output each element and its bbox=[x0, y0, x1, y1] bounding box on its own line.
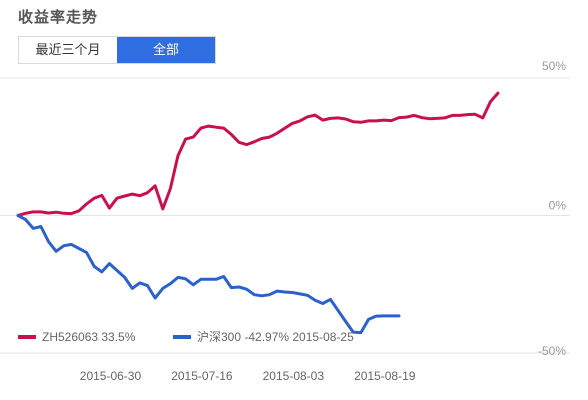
y-tick-label: -50% bbox=[538, 344, 566, 358]
x-tick-label: 2015-06-30 bbox=[80, 369, 142, 383]
legend-label: ZH526063 33.5% bbox=[42, 330, 136, 344]
series-line-index bbox=[16, 214, 401, 335]
y-tick-label: 0% bbox=[549, 199, 567, 213]
series-line-portfolio bbox=[16, 91, 500, 217]
tab-all[interactable]: 全部 bbox=[117, 37, 215, 63]
tab-recent-three-months[interactable]: 最近三个月 bbox=[19, 37, 117, 63]
x-tick-label: 2015-08-19 bbox=[354, 369, 416, 383]
range-tabs: 最近三个月 全部 bbox=[18, 36, 216, 64]
legend-swatch bbox=[173, 335, 191, 339]
x-tick-label: 2015-07-16 bbox=[171, 369, 233, 383]
y-tick-label: 50% bbox=[542, 59, 566, 73]
chart-title: 收益率走势 bbox=[18, 9, 99, 26]
legend-swatch bbox=[18, 335, 36, 339]
legend-label: 沪深300 -42.97% 2015-08-25 bbox=[197, 330, 354, 344]
x-tick-label: 2015-08-03 bbox=[263, 369, 325, 383]
